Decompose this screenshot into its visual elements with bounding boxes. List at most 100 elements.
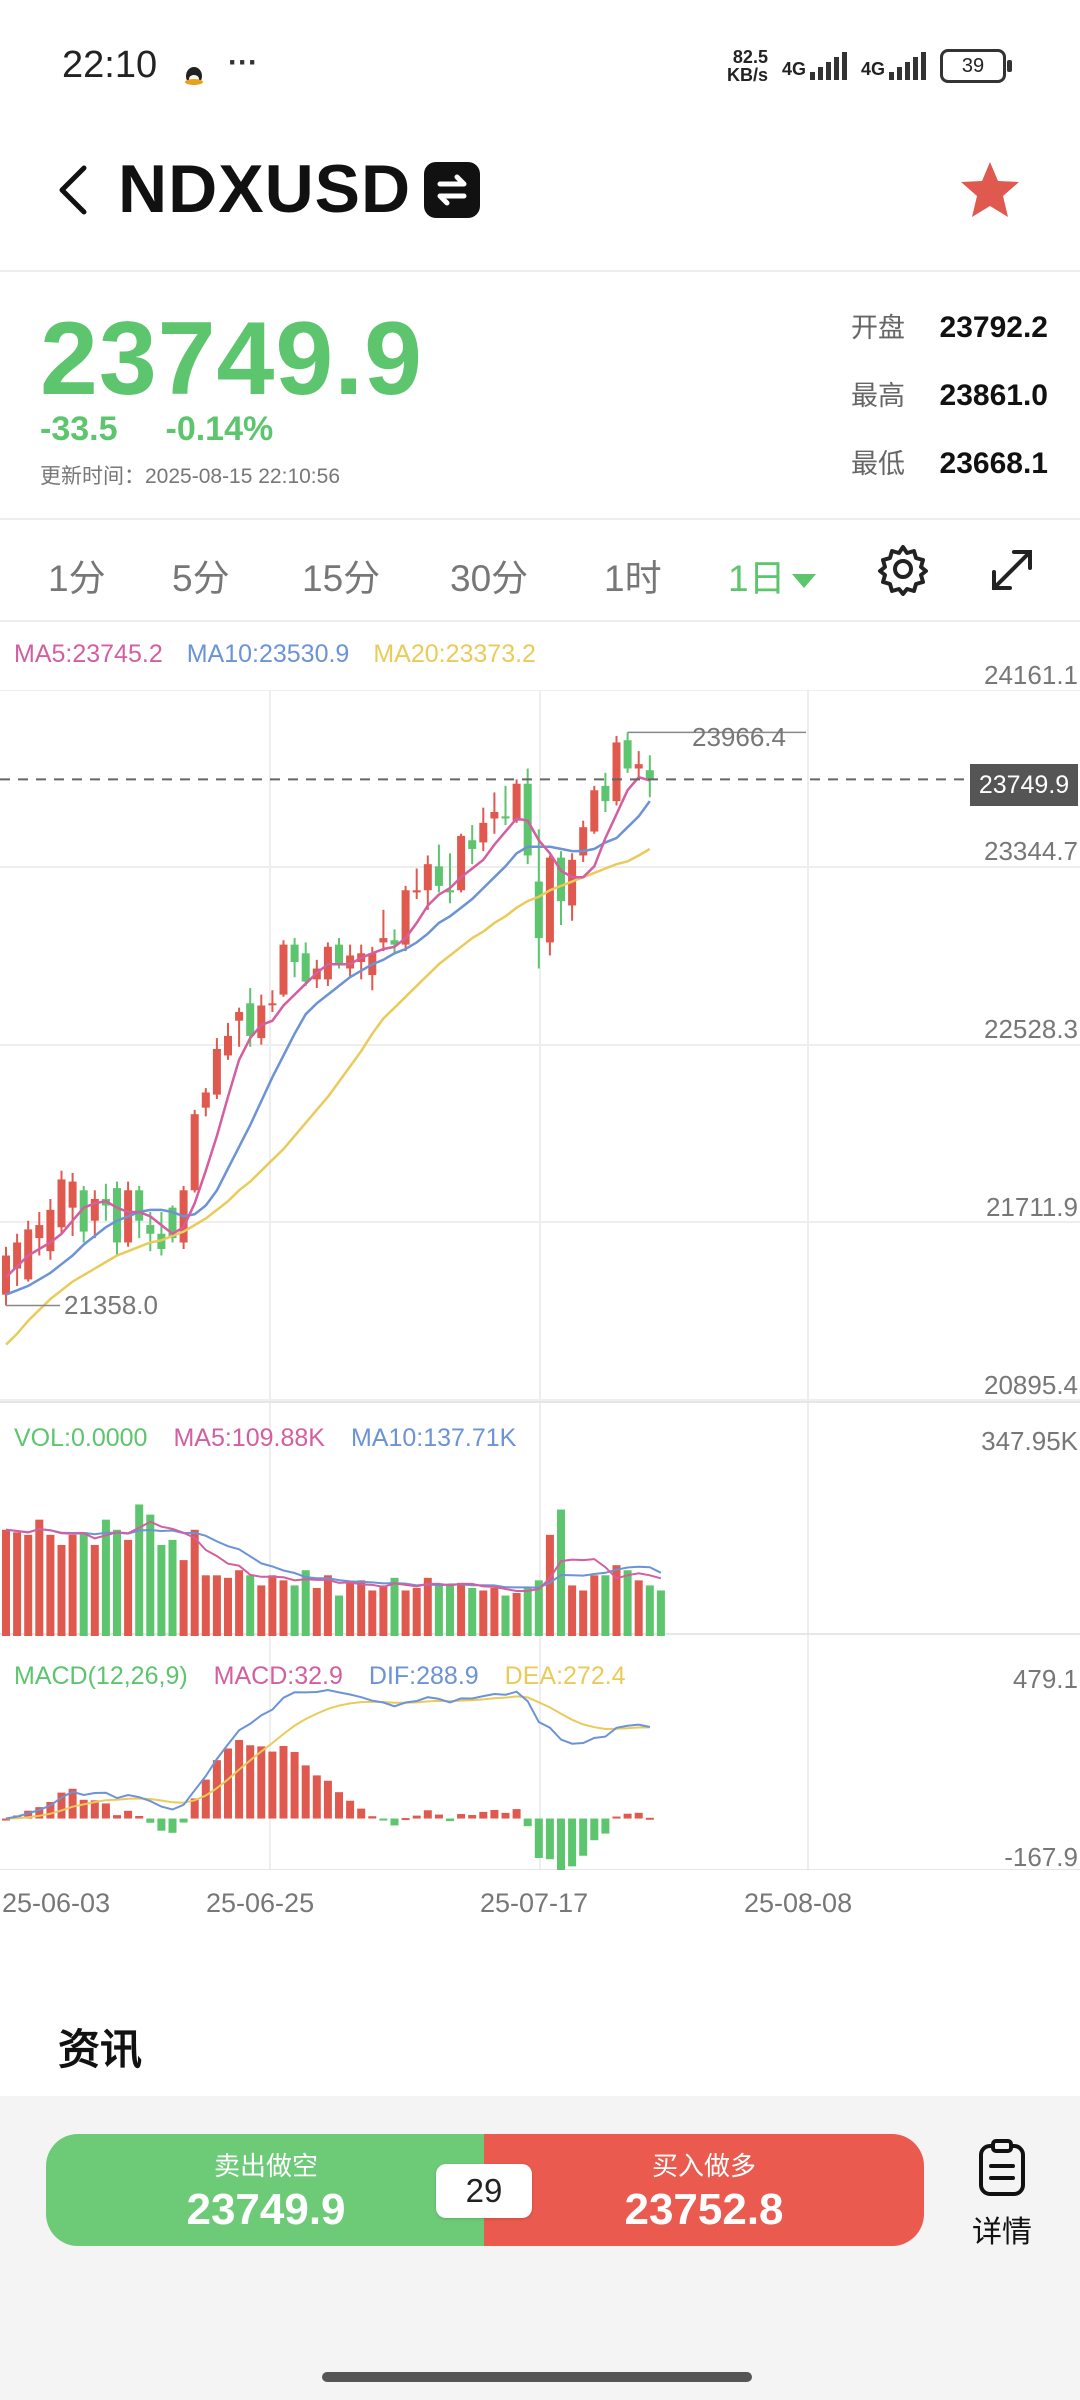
macd-histogram-bar bbox=[312, 1775, 321, 1819]
macd-histogram-bar bbox=[57, 1792, 66, 1819]
tab-30min[interactable]: 30分 bbox=[450, 558, 529, 599]
macd-histogram-bar bbox=[623, 1813, 632, 1819]
status-indicators: 82.5 KB/s 4G 4G 39 bbox=[726, 47, 1012, 85]
macd-histogram-bar bbox=[2, 1818, 10, 1821]
timeframe-tabs: 1分 5分 15分 30分 1时 1日 bbox=[0, 520, 1080, 620]
sell-label: 卖出做空 bbox=[213, 2151, 318, 2181]
candle-body bbox=[190, 1114, 199, 1191]
macd-histogram-bar bbox=[368, 1816, 377, 1819]
volume-bar bbox=[279, 1580, 288, 1636]
low-value: 23668.1 bbox=[939, 447, 1048, 480]
volume-bar bbox=[534, 1580, 543, 1636]
macd-histogram-bar bbox=[401, 1818, 410, 1821]
change-percent: -0.14% bbox=[165, 410, 274, 448]
candle-body bbox=[268, 1003, 277, 1006]
y-tick-label: 22528.3 bbox=[984, 1014, 1078, 1044]
sell-short-button[interactable]: 卖出做空 23749.9 bbox=[46, 2134, 486, 2246]
tab-1hour[interactable]: 1时 bbox=[604, 558, 662, 599]
macd-histogram-bar bbox=[168, 1818, 177, 1833]
ma20-label: MA20:23373.2 bbox=[373, 640, 536, 668]
macd-histogram-bar bbox=[579, 1818, 588, 1856]
volume-bar bbox=[634, 1580, 643, 1636]
news-section-title[interactable]: 资讯 bbox=[58, 2026, 143, 2073]
gear-icon bbox=[878, 545, 928, 596]
volume-bar bbox=[468, 1587, 477, 1636]
price-change: -33.5 -0.14% bbox=[40, 410, 273, 449]
high-row: 最高 23861.0 bbox=[788, 374, 1048, 442]
candle-body bbox=[235, 1012, 244, 1021]
volume-ma5-line bbox=[5, 1520, 662, 1592]
volume-bar bbox=[212, 1575, 221, 1636]
candle-body bbox=[590, 790, 599, 832]
volume-bar bbox=[46, 1534, 55, 1636]
candle-body bbox=[545, 857, 554, 943]
back-button[interactable] bbox=[54, 160, 94, 220]
candle-body bbox=[579, 827, 588, 856]
volume-bar bbox=[446, 1585, 454, 1636]
macd-value-label: MACD:32.9 bbox=[213, 1662, 343, 1690]
favorite-button[interactable] bbox=[958, 158, 1022, 222]
volume-bar bbox=[312, 1587, 321, 1636]
candle-body bbox=[257, 1005, 266, 1039]
candle-body bbox=[57, 1179, 66, 1228]
switch-symbol-button[interactable] bbox=[424, 162, 480, 218]
tab-1day[interactable]: 1日 bbox=[728, 548, 816, 602]
macd-histogram-bar bbox=[645, 1817, 654, 1820]
candle-body bbox=[379, 938, 388, 943]
macd-histogram-bar bbox=[501, 1812, 510, 1819]
candle-body bbox=[490, 811, 499, 819]
volume-bar bbox=[13, 1532, 22, 1636]
volume-bar bbox=[79, 1532, 88, 1636]
ma20-line bbox=[5, 847, 651, 1346]
volume-bar bbox=[368, 1590, 377, 1636]
kline-chart[interactable] bbox=[0, 690, 1080, 1870]
volume-bar bbox=[301, 1570, 310, 1636]
candle-body bbox=[2, 1255, 10, 1295]
volume-bar bbox=[545, 1534, 554, 1636]
divider bbox=[0, 620, 1080, 622]
macd-histogram-bar bbox=[290, 1751, 299, 1819]
candle-body bbox=[212, 1048, 221, 1095]
divider bbox=[0, 270, 1080, 272]
macd-histogram-bar bbox=[479, 1811, 488, 1819]
volume-bar bbox=[423, 1577, 432, 1636]
volume-bar bbox=[179, 1560, 188, 1636]
candle-body bbox=[35, 1225, 44, 1239]
y-tick-label: 23344.7 bbox=[984, 836, 1078, 866]
tab-15min[interactable]: 15分 bbox=[302, 558, 381, 599]
candle-body bbox=[601, 785, 610, 802]
candle-body bbox=[46, 1209, 55, 1252]
volume-bar bbox=[601, 1575, 610, 1636]
volume-bar bbox=[113, 1529, 121, 1636]
candle-body bbox=[634, 764, 643, 769]
candle-body bbox=[623, 740, 632, 769]
updated-time: 更新时间：2025-08-15 22:10:56 bbox=[40, 465, 340, 488]
macd-legend: MACD(12,26,9) MACD:32.9 DIF:288.9 DEA:27… bbox=[14, 1662, 626, 1691]
home-indicator[interactable] bbox=[322, 2372, 752, 2382]
volume-bar bbox=[612, 1565, 621, 1636]
more-notifications-icon: ··· bbox=[228, 46, 258, 79]
candle-body bbox=[201, 1092, 210, 1108]
volume-bar bbox=[390, 1577, 399, 1636]
details-button[interactable]: 详情 bbox=[962, 2138, 1042, 2251]
volume-bar bbox=[101, 1519, 110, 1636]
buy-long-button[interactable]: 买入做多 23752.8 bbox=[484, 2134, 924, 2246]
fullscreen-button[interactable] bbox=[988, 546, 1036, 599]
chevron-left-icon bbox=[59, 165, 87, 215]
net-speed: 82.5 KB/s bbox=[726, 47, 768, 85]
vol-ma10-label: MA10:137.71K bbox=[350, 1424, 517, 1452]
settings-button[interactable] bbox=[876, 542, 930, 601]
change-value: -33.5 bbox=[40, 410, 118, 448]
candle-body bbox=[335, 944, 343, 965]
volume-bar bbox=[357, 1580, 366, 1636]
candle-body bbox=[13, 1242, 22, 1269]
candle-body bbox=[401, 890, 410, 945]
macd-histogram-bar bbox=[146, 1818, 155, 1823]
tab-1min[interactable]: 1分 bbox=[48, 558, 106, 599]
macd-histogram-bar bbox=[601, 1818, 610, 1834]
x-tick-label: 25-07-17 bbox=[480, 1888, 589, 1918]
expand-icon bbox=[992, 550, 1032, 590]
candle-body bbox=[79, 1190, 88, 1232]
tab-5min[interactable]: 5分 bbox=[172, 558, 230, 599]
volume-bar bbox=[290, 1585, 299, 1636]
